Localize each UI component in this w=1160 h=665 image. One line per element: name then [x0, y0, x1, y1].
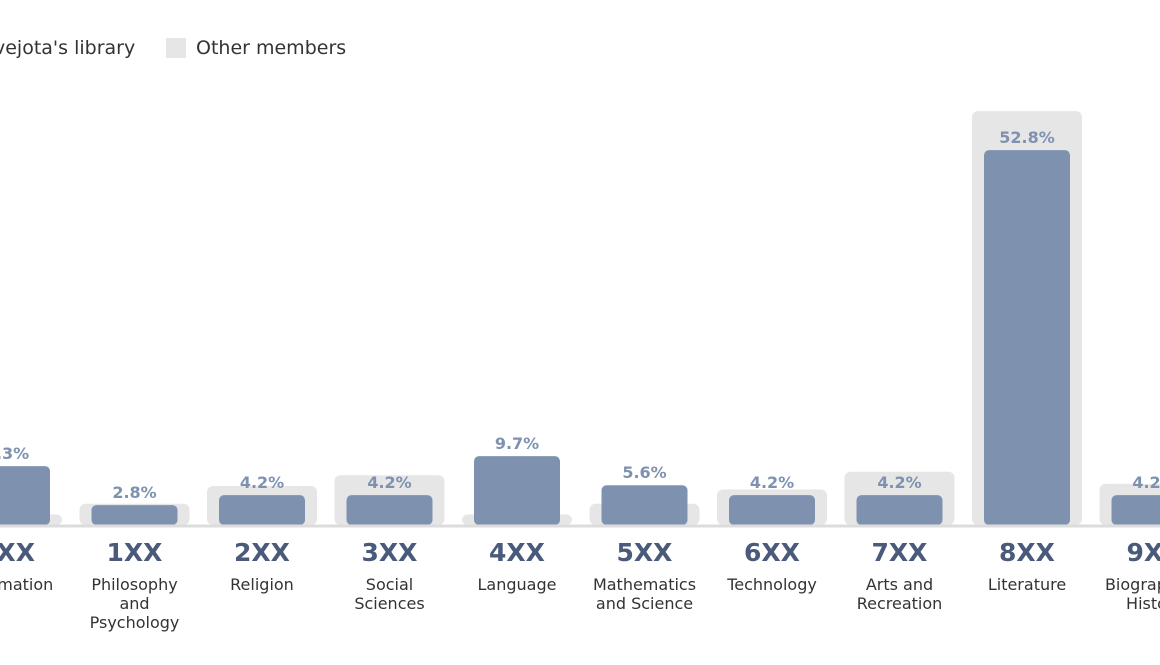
data-label: 52.8%: [999, 128, 1055, 147]
category-group: 9.7% 4XX Language: [462, 434, 572, 594]
category-name: Mathematics: [593, 575, 696, 594]
category-name: History: [1126, 594, 1160, 613]
library-bar: [984, 150, 1070, 525]
data-label: 4.2%: [750, 473, 794, 492]
category-code: 5XX: [617, 538, 673, 567]
data-label: 9.7%: [495, 434, 539, 453]
category-code: 7XX: [872, 538, 928, 567]
legend-library-label: vejota's library: [0, 37, 136, 59]
library-bar: [601, 485, 688, 525]
data-label: 4.2%: [240, 473, 284, 492]
category-name: Recreation: [857, 594, 943, 613]
data-label: 4.2%: [877, 473, 921, 492]
category-name: Literature: [988, 575, 1066, 594]
category-name: Psychology: [90, 613, 180, 632]
category-name: Sciences: [354, 594, 424, 613]
legend-others-label: Other members: [196, 37, 347, 59]
library-bar: [474, 456, 560, 525]
library-bar: [346, 495, 433, 525]
category-code: 8XX: [999, 538, 1055, 567]
category-group: 4.2% 6XX Technology: [717, 473, 827, 594]
category-group: 4.2% 9XX Biography &History: [1099, 473, 1160, 613]
category-name: and: [119, 594, 149, 613]
data-label: 5.6%: [622, 463, 666, 482]
library-bar: [856, 495, 943, 525]
category-group: 8.3% 0XX Information: [0, 444, 62, 594]
category-group: 52.8% 8XX Literature: [972, 111, 1082, 594]
data-label: 4.2%: [367, 473, 411, 492]
category-code: 4XX: [489, 538, 545, 567]
category-name: Philosophy: [91, 575, 177, 594]
library-bar: [0, 466, 50, 525]
library-bar: [1111, 495, 1160, 525]
library-bar: [219, 495, 305, 525]
category-name: Language: [478, 575, 557, 594]
category-code: 1XX: [107, 538, 163, 567]
library-bar: [729, 495, 815, 525]
category-name: Religion: [230, 575, 294, 594]
category-code: 0XX: [0, 538, 35, 567]
category-code: 6XX: [744, 538, 800, 567]
data-label: 2.8%: [112, 483, 156, 502]
category-name: Social: [366, 575, 413, 594]
category-name: Arts and: [866, 575, 933, 594]
category-group: 4.2% 2XX Religion: [207, 473, 317, 594]
category-name: Technology: [726, 575, 817, 594]
category-code: 2XX: [234, 538, 290, 567]
data-label: 8.3%: [0, 444, 29, 463]
data-label: 4.2%: [1132, 473, 1160, 492]
category-code: 9XX: [1127, 538, 1160, 567]
category-name: Biography &: [1105, 575, 1160, 594]
library-bar: [91, 505, 178, 525]
legend-others-swatch: [166, 38, 186, 58]
category-name: Information: [0, 575, 53, 594]
category-code: 3XX: [362, 538, 418, 567]
category-name: and Science: [596, 594, 693, 613]
